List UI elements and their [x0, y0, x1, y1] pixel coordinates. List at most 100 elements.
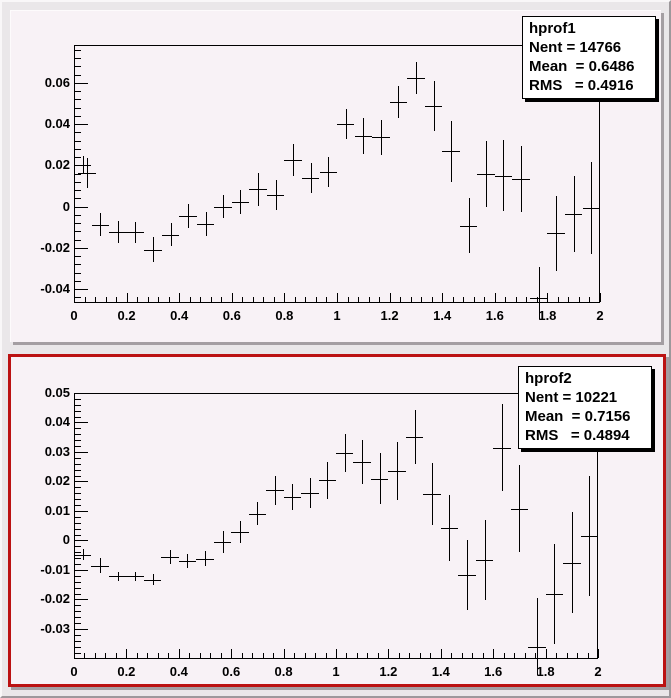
data-point-line — [335, 452, 354, 454]
data-point-line — [563, 562, 581, 564]
x-minor-tick — [409, 653, 411, 658]
data-point-error-bar — [223, 194, 225, 219]
pad-2[interactable]: hprof2 Nent = 10221 Mean = 0.7156 RMS = … — [8, 354, 666, 687]
x-minor-tick — [168, 297, 170, 302]
x-minor-tick — [252, 297, 254, 302]
x-tick-label: 0.2 — [117, 664, 136, 679]
data-point-error-bar — [379, 453, 381, 504]
y-minor-tick — [75, 99, 81, 101]
x-minor-tick — [241, 653, 243, 658]
x-minor-tick — [326, 297, 328, 302]
x-minor-tick — [220, 653, 222, 658]
stats-mean: Mean = 0.6486 — [529, 58, 635, 75]
x-minor-tick — [568, 297, 570, 302]
x-minor-tick — [526, 297, 528, 302]
x-minor-tick — [252, 653, 254, 658]
data-point-error-bar — [519, 465, 521, 552]
y-minor-tick — [75, 231, 81, 233]
y-major-tick — [75, 510, 88, 512]
data-point-error-bar — [449, 494, 451, 562]
y-minor-tick — [75, 552, 81, 554]
x-minor-tick — [315, 653, 317, 658]
data-point-error-bar — [380, 119, 382, 155]
x-minor-tick — [451, 653, 453, 658]
data-point-error-bar — [521, 145, 523, 212]
data-point-error-bar — [397, 441, 399, 501]
y-minor-tick — [75, 115, 81, 117]
y-major-tick — [75, 124, 88, 126]
y-minor-tick — [75, 505, 81, 507]
y-minor-tick — [75, 457, 81, 459]
data-point-error-bar — [170, 223, 172, 247]
x-tick-label: 1.2 — [380, 308, 399, 323]
y-minor-tick — [75, 617, 81, 619]
x-tick-label: 1.2 — [379, 664, 398, 679]
data-point-error-bar — [362, 440, 364, 484]
data-point-error-bar — [486, 140, 488, 207]
x-minor-tick — [346, 653, 348, 658]
stats-box-hprof2[interactable]: hprof2 Nent = 10221 Mean = 0.7156 RMS = … — [518, 366, 652, 449]
y-minor-tick — [75, 398, 81, 400]
y-minor-tick — [75, 634, 81, 636]
y-major-tick — [75, 288, 88, 290]
data-point-line — [582, 208, 600, 209]
data-point-error-bar — [571, 511, 573, 614]
data-point-error-bar — [398, 86, 400, 118]
data-point-error-bar — [591, 161, 593, 255]
y-minor-tick — [75, 148, 81, 150]
x-minor-tick — [273, 653, 275, 658]
y-minor-tick — [75, 475, 81, 477]
x-major-tick — [389, 293, 391, 302]
x-minor-tick — [419, 653, 421, 658]
y-tick-label: -0.02 — [40, 239, 70, 255]
x-minor-tick — [358, 297, 360, 302]
data-point-line — [196, 223, 215, 225]
x-minor-tick — [242, 297, 244, 302]
data-point-error-bar — [117, 221, 119, 244]
data-point-error-bar — [589, 476, 591, 596]
pad-1[interactable]: hprof1 Nent = 14766 Mean = 0.6486 RMS = … — [10, 10, 661, 342]
data-point-error-bar — [484, 520, 486, 601]
y-tick-label: 0 — [62, 532, 70, 548]
y-minor-tick — [75, 280, 81, 282]
y-minor-tick — [75, 469, 81, 471]
x-minor-tick — [566, 653, 568, 658]
x-major-tick — [126, 293, 128, 302]
x-tick-label: 0.8 — [275, 308, 294, 323]
data-point-error-bar — [554, 544, 556, 644]
y-major-tick — [75, 599, 88, 601]
y-minor-tick — [75, 157, 81, 159]
data-point-line — [266, 195, 285, 197]
y-tick-label: 0.01 — [44, 502, 70, 518]
data-point-error-bar — [205, 551, 206, 567]
data-point-error-bar — [503, 140, 505, 212]
y-tick-label: -0.04 — [40, 280, 70, 296]
x-minor-tick — [503, 653, 505, 658]
x-minor-tick — [315, 297, 317, 302]
data-point-line — [284, 159, 302, 161]
x-minor-tick — [398, 653, 400, 658]
data-point-line — [196, 558, 214, 560]
stats-box-hprof1[interactable]: hprof1 Nent = 14766 Mean = 0.6486 RMS = … — [522, 16, 656, 99]
x-minor-tick — [94, 653, 96, 658]
x-minor-tick — [210, 297, 212, 302]
data-point-line — [354, 136, 373, 138]
x-major-tick — [179, 293, 181, 302]
y-major-tick — [75, 206, 88, 208]
x-minor-tick — [367, 653, 369, 658]
x-minor-tick — [305, 297, 307, 302]
data-point-error-bar — [501, 404, 503, 491]
y-minor-tick — [75, 256, 81, 258]
x-minor-tick — [210, 653, 212, 658]
x-tick-label: 0 — [70, 664, 78, 679]
x-minor-tick — [431, 297, 433, 302]
stats-rms: RMS = 0.4894 — [525, 427, 630, 444]
data-point-error-bar — [433, 80, 435, 132]
x-minor-tick — [410, 297, 412, 302]
y-minor-tick — [75, 564, 81, 566]
data-point-line — [512, 178, 530, 180]
x-minor-tick — [189, 653, 191, 658]
y-tick-label: 0.05 — [44, 385, 70, 400]
data-point-line — [179, 215, 197, 217]
x-minor-tick — [84, 653, 86, 658]
